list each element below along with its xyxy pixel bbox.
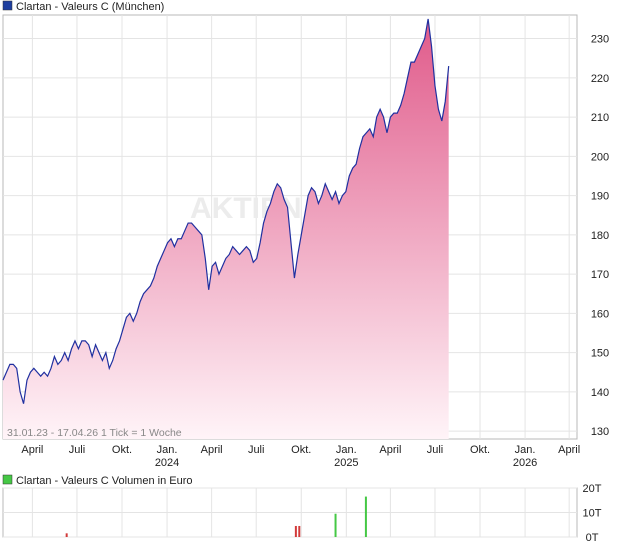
y-tick-label: 130 [591, 426, 609, 438]
x-tick-label: April [21, 444, 43, 456]
y-tick-label: 140 [591, 387, 609, 399]
x-tick-year-label: 2024 [155, 457, 179, 469]
x-tick-label: Okt. [112, 444, 132, 456]
x-tick-label: April [558, 444, 580, 456]
volume-y-tick-label: 20T [583, 483, 602, 495]
y-tick-label: 230 [591, 34, 609, 46]
price-chart-title: Clartan - Valeurs C (München) [16, 1, 164, 13]
y-tick-label: 190 [591, 191, 609, 203]
x-tick-year-label: 2025 [334, 457, 358, 469]
volume-bar [298, 525, 301, 537]
volume-legend-swatch [2, 474, 13, 485]
x-tick-year-label: 2026 [513, 457, 537, 469]
price-line [2, 18, 450, 404]
price-series-area [2, 18, 450, 440]
volume-y-tick-label: 10T [583, 508, 602, 520]
y-tick-label: 210 [591, 112, 609, 124]
volume-y-axis: 0T 10T 20T [583, 483, 602, 544]
volume-bar [294, 525, 297, 537]
x-tick-label: April [379, 444, 401, 456]
price-legend-swatch [2, 0, 13, 11]
y-tick-label: 170 [591, 269, 609, 281]
volume-grid [3, 487, 577, 538]
x-tick-label: Jan. [157, 444, 178, 456]
y-tick-label: 220 [591, 73, 609, 85]
x-tick-label: Okt. [470, 444, 490, 456]
x-tick-label: April [201, 444, 223, 456]
x-tick-label: Juli [248, 444, 265, 456]
x-tick-label: Jan. [336, 444, 357, 456]
volume-bar [334, 513, 337, 537]
y-tick-label: 160 [591, 308, 609, 320]
volume-bar [364, 496, 367, 537]
price-area-fill [3, 18, 449, 440]
y-tick-label: 150 [591, 348, 609, 360]
x-tick-label: Jan. [515, 444, 536, 456]
y-tick-label: 200 [591, 151, 609, 163]
y-tick-label: 180 [591, 230, 609, 242]
volume-bars [65, 496, 367, 537]
footer-text: 31.01.23 - 17.04.26 1 Tick = 1 Woche [7, 427, 182, 439]
x-tick-label: Juli [69, 444, 86, 456]
x-tick-label: Okt. [291, 444, 311, 456]
x-tick-label: Juli [427, 444, 444, 456]
volume-chart-title: Clartan - Valeurs C Volumen in Euro [16, 475, 193, 487]
price-y-axis: 130 140 150 160 170 180 190 200 210 220 230 [591, 34, 609, 439]
volume-bar [65, 533, 68, 537]
volume-y-tick-label: 0T [586, 532, 599, 544]
